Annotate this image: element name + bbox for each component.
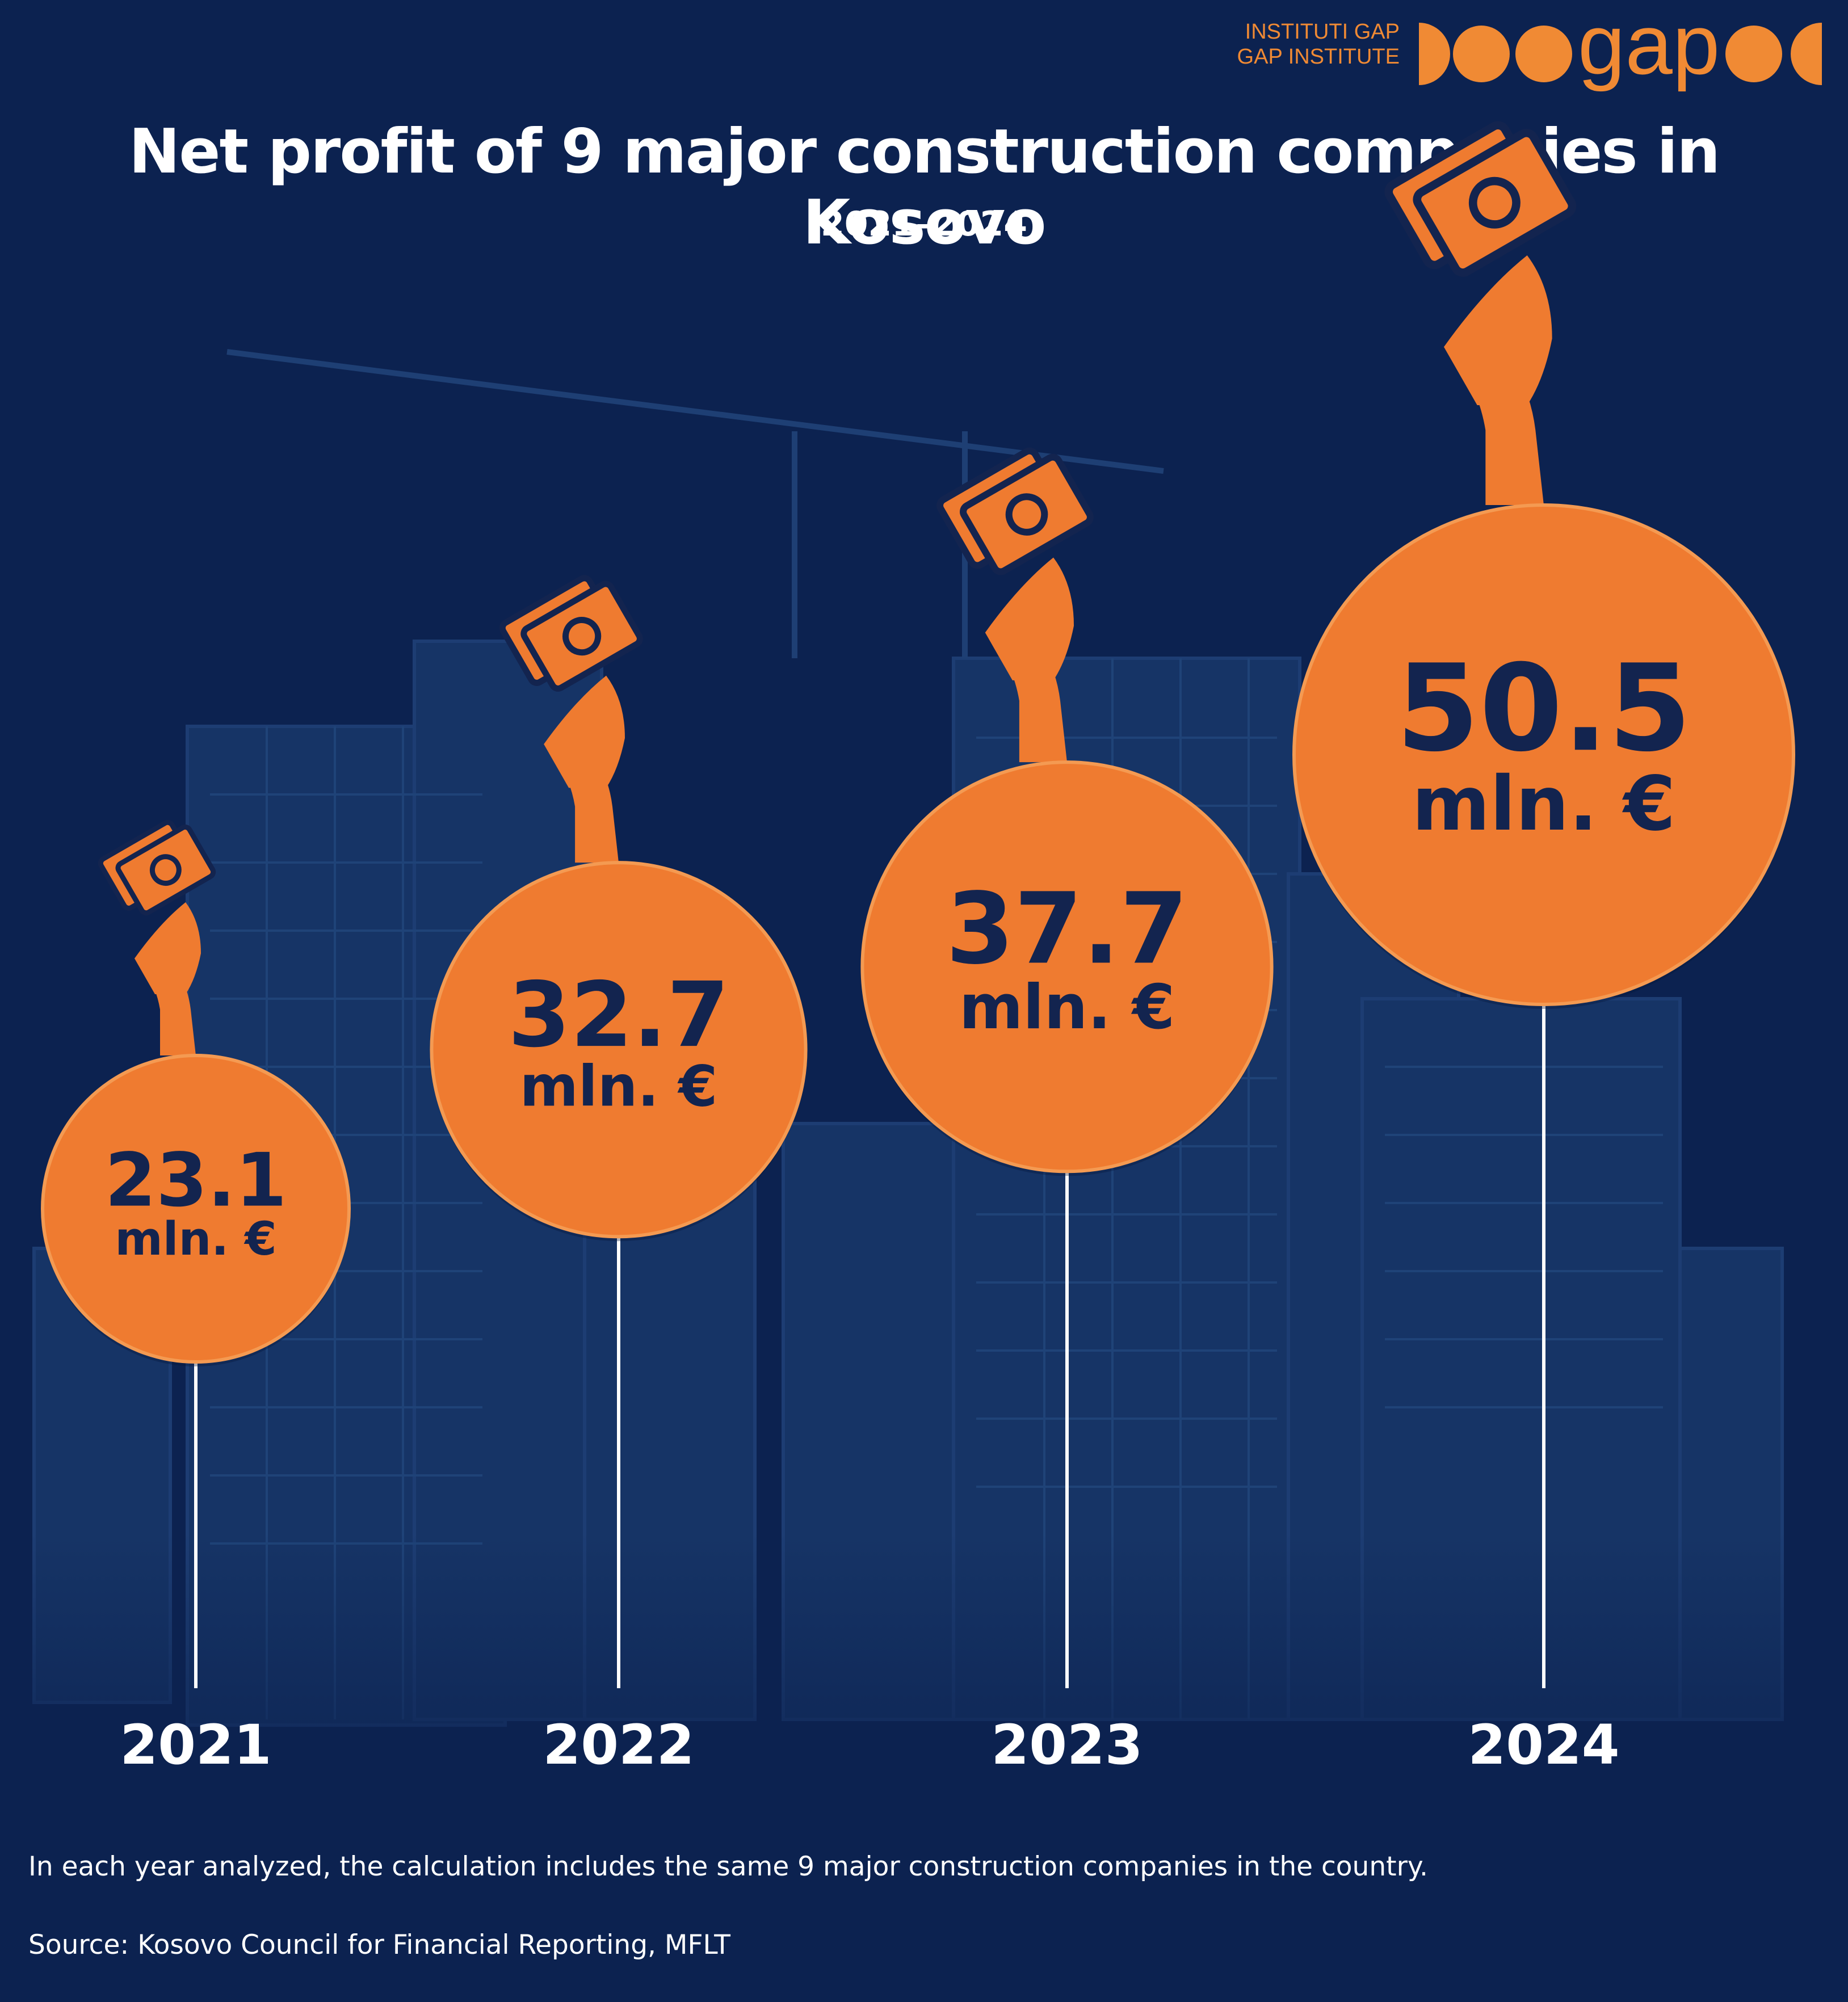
year-label-2022: 2022 [543, 1713, 694, 1777]
year-label-2023: 2023 [991, 1713, 1143, 1777]
banknote-front [520, 581, 643, 692]
logo-half-dot-left [1419, 23, 1450, 85]
bubble-2024 [1292, 503, 1795, 1006]
gap-logo: gap [1419, 11, 1822, 92]
banknote-front [1413, 128, 1577, 277]
banknote-coin [1005, 493, 1048, 536]
banknote-icon [98, 819, 216, 916]
hand-palm [544, 675, 625, 788]
year-label-2021: 2021 [120, 1713, 271, 1777]
logo-line-1: INSTITUTI GAP [1245, 20, 1400, 44]
banknote-coin [1468, 176, 1521, 229]
logo-dot-1 [1453, 26, 1510, 82]
hand-palm [1444, 255, 1552, 405]
logo-dot-3 [1725, 26, 1782, 82]
unit-label-2021: mln. € [115, 1213, 276, 1266]
bubble-2021 [41, 1054, 351, 1364]
bubble-2023 [860, 760, 1274, 1174]
unit-label-2022: mln. € [520, 1054, 718, 1120]
unit-label-2024: mln. € [1412, 760, 1676, 848]
value-label-2023: 37.7 [946, 872, 1188, 986]
logo-caption: INSTITUTI GAP GAP INSTITUTE [1237, 19, 1400, 69]
footnote: In each year analyzed, the calculation i… [28, 1851, 1428, 1882]
value-label-2024: 50.5 [1396, 638, 1692, 778]
unit-label-2023: mln. € [959, 972, 1175, 1043]
year-label-2024: 2024 [1468, 1713, 1619, 1777]
banknote-icon [499, 575, 643, 692]
hand-money-icon [1384, 121, 1577, 505]
chart-subtitle: 2021–2024 [821, 204, 1027, 244]
hand-money-icon [936, 447, 1094, 763]
source-note: Source: Kosovo Council for Financial Rep… [28, 1929, 730, 1961]
hand-money-icon [98, 819, 216, 1055]
banknote-coin [562, 617, 602, 656]
banknote-front [115, 825, 216, 916]
banknote-icon [936, 447, 1094, 575]
hand-palm [985, 557, 1074, 680]
hand-palm [135, 902, 201, 994]
value-label-2022: 32.7 [508, 963, 729, 1067]
hand-money-icon [499, 575, 643, 863]
logo-dot-2 [1515, 26, 1572, 82]
bubble-2022 [430, 861, 808, 1239]
banknote-coin [149, 854, 182, 886]
logo-line-2: GAP INSTITUTE [1237, 45, 1400, 69]
logo-wordmark: gap [1578, 11, 1720, 92]
logo-half-dot-right [1791, 23, 1822, 85]
value-label-2021: 23.1 [105, 1137, 287, 1223]
banknote-front [960, 453, 1094, 575]
banknote-icon [1384, 121, 1577, 277]
